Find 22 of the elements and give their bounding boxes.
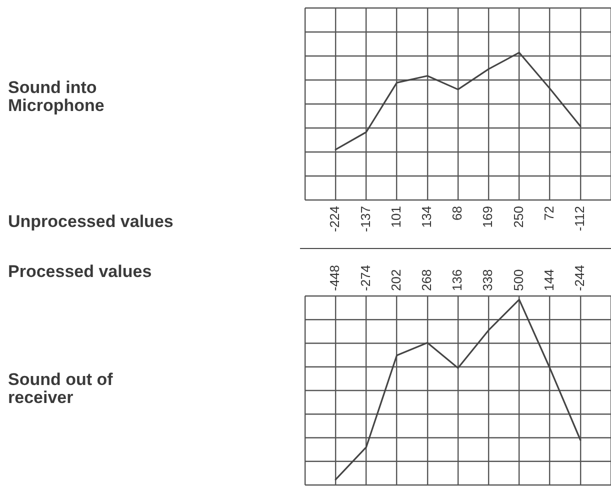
x-tick-label: 338 [480, 269, 496, 291]
y-axis-title: Sound out of receiver [8, 370, 114, 408]
x-tick-label: 72 [541, 206, 556, 220]
x-tick-label: 136 [450, 269, 465, 291]
y-axis-title: Sound into Microphone [8, 78, 104, 116]
x-tick-label: -244 [572, 264, 587, 291]
text: Processed values [8, 262, 152, 282]
x-tick-label: 268 [418, 269, 434, 291]
x-tick-label: 250 [510, 206, 526, 228]
x-tick-label: -274 [358, 264, 373, 291]
text: Unprocessed values [8, 212, 174, 232]
x-tick-label: -112 [572, 206, 587, 232]
x-tick-label: 144 [541, 269, 556, 291]
x-tick-label: 101 [388, 206, 404, 228]
x-tick-label: 134 [418, 206, 434, 228]
x-tick-label: 169 [480, 206, 496, 228]
x-tick-label: 68 [450, 206, 465, 220]
x-tick-label: 500 [510, 269, 526, 291]
x-tick-label: -448 [327, 264, 342, 291]
x-tick-label: -224 [327, 206, 342, 232]
x-tick-label: -137 [358, 206, 373, 232]
x-tick-label: 202 [388, 269, 404, 291]
